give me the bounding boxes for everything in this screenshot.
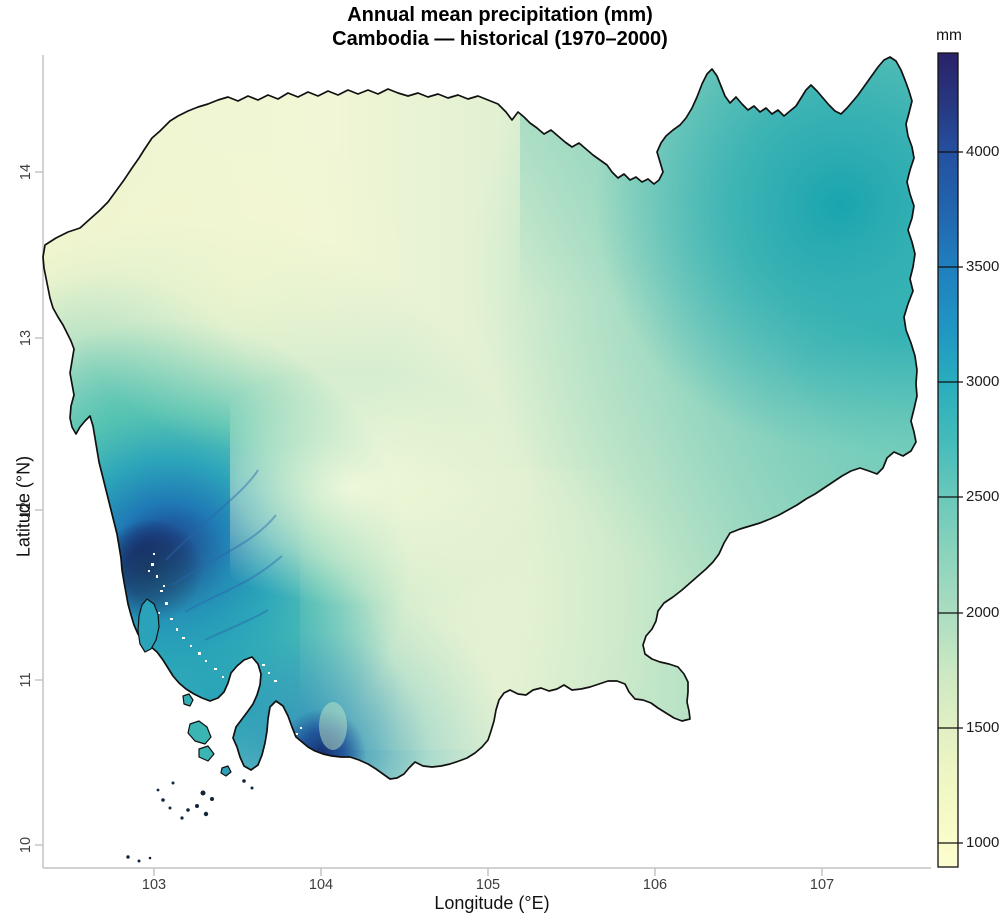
x-tick-106: 106	[642, 877, 668, 893]
river-dendrites	[165, 469, 283, 641]
colorbar-tick-1000: 1000	[966, 834, 1000, 851]
colorbar-tick-marks	[938, 151, 963, 844]
figure-title-line-1: Annual mean precipitation (mm)	[347, 4, 653, 26]
y-axis-title: Latitude (°N)	[13, 455, 34, 558]
x-tick-105: 105	[475, 877, 501, 893]
y-tick-11: 11	[18, 672, 34, 688]
colorbar-tick-3500: 3500	[966, 258, 1000, 275]
figure-title-line-2: Cambodia — historical (1970–2000)	[332, 28, 668, 50]
plot-axes	[35, 55, 931, 876]
coastal-islands	[137, 598, 232, 777]
x-tick-103: 103	[141, 877, 167, 893]
precipitation-raster	[43, 57, 917, 779]
x-tick-107: 107	[809, 877, 835, 893]
y-tick-10: 10	[18, 836, 34, 854]
colorbar-tick-3000: 3000	[966, 373, 1000, 390]
colorbar-tick-2000: 2000	[966, 604, 1000, 621]
x-tick-104: 104	[308, 877, 334, 893]
colorbar-unit-label: mm	[936, 27, 962, 44]
cambodia-border-outline	[42, 56, 918, 780]
x-axis-title: Longitude (°E)	[434, 893, 550, 913]
colorbar-tick-2500: 2500	[966, 488, 1000, 505]
colorbar-tick-4000: 4000	[966, 143, 1000, 160]
small-island-dots	[126, 779, 254, 863]
y-tick-13: 13	[18, 329, 34, 347]
colorbar-tick-1500: 1500	[966, 719, 1000, 736]
y-tick-14: 14	[18, 163, 34, 181]
colorbar	[937, 52, 963, 868]
